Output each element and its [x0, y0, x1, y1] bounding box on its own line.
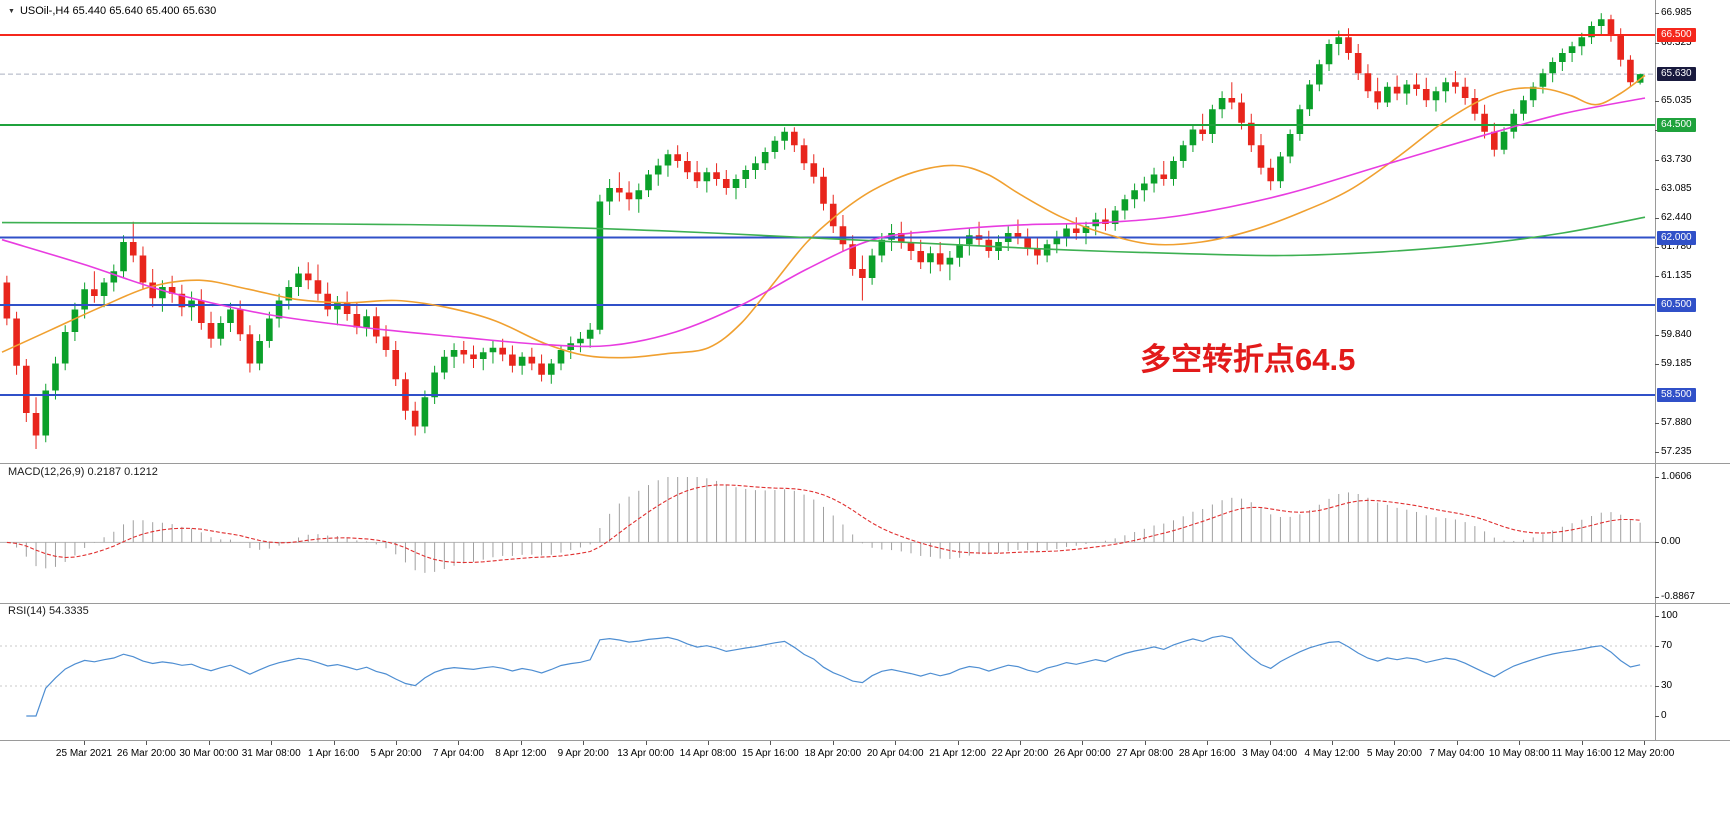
time-label: 27 Apr 08:00 — [1116, 748, 1174, 759]
macd-scale-label: -0.8867 — [1661, 591, 1695, 602]
level-badge-66.500: 66.500 — [1657, 28, 1696, 42]
time-label: 15 Apr 16:00 — [742, 748, 799, 759]
time-label: 10 May 08:00 — [1488, 748, 1550, 759]
time-label: 5 Apr 20:00 — [370, 748, 422, 759]
rsi-scale-label: 0 — [1661, 710, 1667, 721]
panel-divider[interactable] — [0, 603, 1730, 604]
price-chart[interactable] — [0, 13, 1655, 449]
macd-scale-label: 1.0606 — [1661, 471, 1692, 482]
price-tick-label: 57.880 — [1661, 416, 1692, 428]
rsi-scale-label: 70 — [1661, 640, 1673, 651]
time-label: 7 May 04:00 — [1429, 748, 1485, 759]
time-tick — [1644, 741, 1645, 745]
time-label: 18 Apr 20:00 — [804, 748, 862, 759]
time-label: 25 Mar 2021 — [55, 748, 113, 759]
pivot-annotation: 多空转折点64.5 — [1140, 342, 1356, 377]
time-label: 31 Mar 08:00 — [241, 748, 301, 759]
time-label: 30 Mar 00:00 — [179, 748, 239, 759]
time-label: 20 Apr 04:00 — [866, 748, 924, 759]
time-label: 22 Apr 20:00 — [991, 748, 1049, 759]
time-tick — [895, 741, 897, 745]
time-tick — [333, 741, 335, 745]
time-label: 4 May 12:00 — [1304, 748, 1360, 759]
level-badge-58.500: 58.500 — [1657, 388, 1696, 402]
time-tick — [583, 741, 585, 745]
time-label: 26 Mar 20:00 — [116, 748, 176, 759]
macd-scale-label: 0.00 — [1661, 536, 1681, 548]
time-tick — [458, 741, 460, 745]
time-tick — [1020, 741, 1021, 745]
current-price-badge: 65.630 — [1657, 67, 1696, 82]
level-badge-62.000: 62.000 — [1657, 230, 1696, 245]
rsi-label: RSI(14) 54.3335 — [8, 605, 89, 617]
time-tick — [770, 741, 772, 745]
time-label: 21 Apr 12:00 — [929, 748, 986, 759]
time-label: 14 Apr 08:00 — [679, 748, 737, 759]
time-tick — [1207, 741, 1209, 745]
price-tick-label: 64.390 — [1661, 123, 1692, 135]
time-label: 5 May 20:00 — [1366, 748, 1422, 759]
time-tick — [1581, 741, 1583, 745]
price-tick-label: 66.985 — [1661, 7, 1692, 19]
time-label: 8 Apr 12:00 — [495, 748, 547, 759]
price-tick-label: 61.135 — [1661, 270, 1692, 282]
time-tick — [645, 741, 647, 745]
time-tick — [957, 741, 959, 745]
time-label: 12 May 20:00 — [1613, 748, 1675, 759]
time-tick — [1456, 741, 1458, 745]
time-label: 26 Apr 00:00 — [1054, 748, 1111, 759]
symbol-ohlc-label: ▼ USOil-,H4 65.440 65.640 65.400 65.630 — [8, 5, 216, 17]
macd-label: MACD(12,26,9) 0.2187 0.1212 — [8, 466, 158, 478]
time-tick — [1519, 741, 1521, 745]
time-tick — [146, 741, 148, 745]
panel-divider[interactable] — [0, 463, 1730, 464]
time-tick — [1269, 741, 1271, 745]
time-label: 28 Apr 16:00 — [1178, 748, 1236, 759]
time-tick — [1082, 741, 1084, 745]
macd-chart[interactable] — [0, 477, 1655, 573]
level-badge-64.500: 64.500 — [1657, 118, 1696, 132]
price-tick-label: 59.840 — [1661, 328, 1692, 340]
price-tick-label: 63.085 — [1661, 182, 1692, 194]
chart-canvas[interactable] — [0, 0, 1655, 740]
rsi-scale-label: 30 — [1661, 680, 1673, 691]
time-tick — [84, 741, 85, 745]
price-tick-label: 65.035 — [1661, 94, 1692, 106]
time-tick — [1144, 741, 1146, 745]
time-label: 9 Apr 20:00 — [557, 748, 609, 759]
axis-separator — [1655, 0, 1656, 740]
time-tick — [1394, 741, 1396, 745]
time-tick — [832, 741, 834, 745]
time-tick — [520, 741, 522, 745]
symbol-ohlc-text: USOil-,H4 65.440 65.640 65.400 65.630 — [19, 5, 217, 17]
time-tick — [1332, 741, 1333, 745]
rsi-scale-label: 100 — [1661, 610, 1678, 621]
price-tick-label: 61.780 — [1661, 241, 1692, 253]
time-label: 7 Apr 04:00 — [432, 748, 484, 759]
price-tick-label: 57.235 — [1661, 445, 1692, 457]
time-label: 1 Apr 16:00 — [308, 748, 360, 759]
level-badge-60.500: 60.500 — [1657, 298, 1696, 312]
time-tick — [208, 741, 210, 745]
price-tick-label: 63.730 — [1661, 153, 1692, 165]
price-tick-label: 62.440 — [1661, 211, 1692, 223]
time-tick — [396, 741, 397, 745]
chart-dropdown-icon[interactable]: ▼ — [8, 8, 15, 15]
rsi-chart[interactable] — [0, 635, 1655, 717]
panel-divider[interactable] — [0, 740, 1730, 741]
time-label: 3 May 04:00 — [1242, 748, 1298, 759]
time-label: 13 Apr 00:00 — [617, 748, 674, 759]
time-tick — [708, 741, 709, 745]
time-tick — [271, 741, 273, 745]
price-tick-label: 66.325 — [1661, 36, 1692, 48]
price-tick-label: 59.185 — [1661, 358, 1692, 370]
time-label: 11 May 16:00 — [1551, 748, 1612, 759]
